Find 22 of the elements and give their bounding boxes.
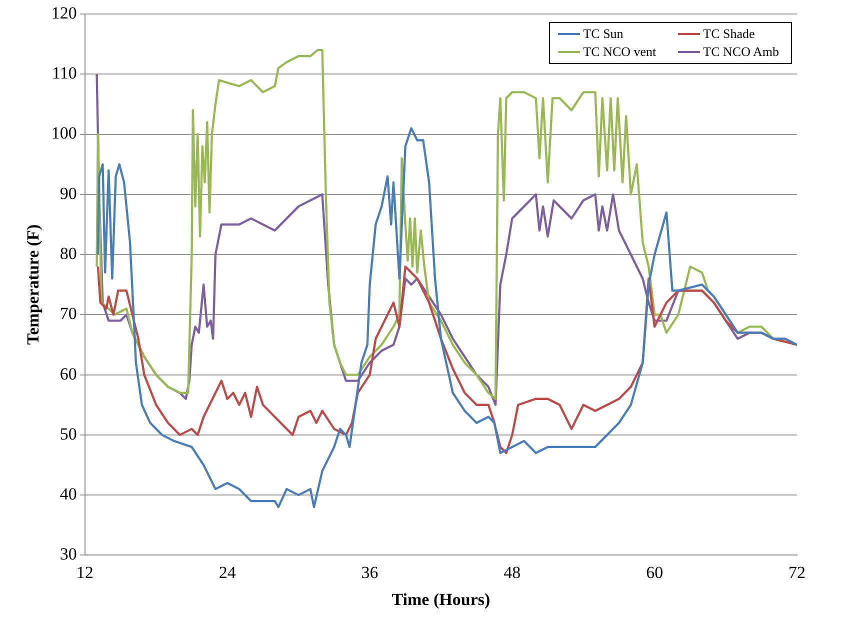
x-tick-label: 72 [788, 562, 806, 582]
y-tick-label: 70 [60, 304, 77, 324]
legend-label: TC NCO vent [583, 44, 656, 60]
x-tick-label: 12 [76, 562, 94, 582]
y-tick-label: 110 [52, 64, 77, 83]
x-tick-label: 36 [361, 562, 378, 582]
x-tick-label: 60 [646, 562, 664, 582]
legend-label: TC Shade [703, 26, 755, 42]
y-tick-label: 100 [51, 124, 77, 143]
y-tick-label: 30 [60, 544, 77, 564]
x-tick-label: 24 [218, 562, 236, 582]
legend-label: TC Sun [583, 26, 624, 42]
y-axis-title: Temperature (F) [24, 224, 43, 345]
y-tick-label: 80 [60, 244, 77, 263]
y-tick-label: 40 [60, 484, 77, 504]
legend-label: TC NCO Amb [703, 44, 779, 60]
y-tick-label: 50 [60, 424, 77, 444]
x-tick-label: 48 [504, 562, 521, 582]
y-tick-label: 60 [60, 364, 77, 384]
x-axis-title: Time (Hours) [392, 590, 490, 610]
y-tick-label: 90 [60, 184, 77, 203]
y-tick-label: 120 [51, 3, 77, 22]
